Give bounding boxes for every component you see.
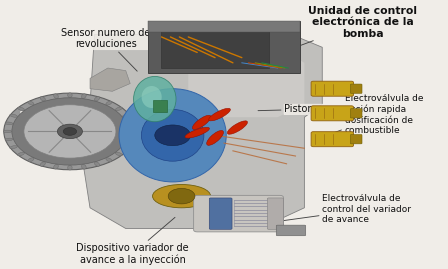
Ellipse shape	[40, 162, 45, 166]
Ellipse shape	[119, 89, 226, 182]
Circle shape	[24, 105, 116, 158]
Ellipse shape	[54, 164, 58, 169]
Circle shape	[12, 98, 128, 165]
Ellipse shape	[5, 138, 13, 141]
Polygon shape	[81, 34, 322, 228]
FancyBboxPatch shape	[267, 198, 284, 229]
Ellipse shape	[82, 94, 86, 98]
Circle shape	[155, 125, 190, 146]
FancyBboxPatch shape	[161, 29, 269, 68]
Text: Electroválvula de
acción rapida
dosificación de
combustible: Electroválvula de acción rapida dosifica…	[329, 94, 423, 135]
Ellipse shape	[122, 146, 130, 149]
Ellipse shape	[185, 127, 209, 138]
Ellipse shape	[142, 86, 162, 108]
Ellipse shape	[142, 109, 204, 161]
Ellipse shape	[4, 130, 11, 133]
Polygon shape	[90, 68, 130, 91]
Ellipse shape	[127, 122, 135, 125]
Ellipse shape	[152, 185, 211, 208]
FancyBboxPatch shape	[350, 84, 362, 93]
Text: Unidad de control
electrónica de la
bomba: Unidad de control electrónica de la bomb…	[298, 6, 417, 46]
Ellipse shape	[116, 107, 122, 111]
Text: Electroválvula de
control del variador
de avance: Electroválvula de control del variador d…	[276, 194, 411, 224]
Ellipse shape	[106, 101, 112, 105]
Text: Pistones: Pistones	[258, 104, 325, 114]
Ellipse shape	[193, 115, 211, 129]
Ellipse shape	[54, 94, 58, 98]
FancyBboxPatch shape	[311, 81, 353, 96]
Ellipse shape	[209, 108, 230, 121]
Ellipse shape	[28, 101, 34, 105]
Ellipse shape	[10, 114, 17, 117]
Ellipse shape	[82, 164, 86, 169]
Circle shape	[168, 188, 195, 204]
Ellipse shape	[5, 122, 13, 125]
Ellipse shape	[207, 130, 224, 145]
Circle shape	[4, 93, 136, 170]
FancyBboxPatch shape	[350, 134, 362, 144]
Ellipse shape	[68, 165, 72, 170]
Ellipse shape	[68, 93, 72, 98]
Ellipse shape	[17, 107, 25, 111]
Circle shape	[57, 124, 82, 139]
Ellipse shape	[17, 152, 25, 156]
FancyBboxPatch shape	[276, 225, 306, 236]
Text: Bomba de
alimentación: Bomba de alimentación	[21, 112, 84, 133]
Ellipse shape	[28, 158, 34, 162]
FancyBboxPatch shape	[148, 22, 300, 32]
FancyBboxPatch shape	[350, 109, 362, 118]
Ellipse shape	[106, 158, 112, 162]
Text: Sensor numero de
revoluciones: Sensor numero de revoluciones	[61, 28, 151, 71]
Ellipse shape	[127, 138, 135, 141]
FancyBboxPatch shape	[311, 132, 353, 147]
FancyBboxPatch shape	[194, 195, 284, 232]
Ellipse shape	[122, 114, 130, 117]
Text: Dispositivo variador de
avance a la inyección: Dispositivo variador de avance a la inye…	[76, 217, 189, 265]
Ellipse shape	[40, 97, 45, 101]
Ellipse shape	[95, 162, 100, 166]
Ellipse shape	[134, 76, 176, 122]
Circle shape	[63, 128, 77, 135]
Ellipse shape	[95, 97, 100, 101]
FancyBboxPatch shape	[311, 106, 353, 121]
Ellipse shape	[10, 146, 17, 149]
Polygon shape	[188, 47, 304, 117]
Ellipse shape	[227, 121, 247, 134]
Ellipse shape	[129, 130, 137, 133]
Ellipse shape	[116, 152, 122, 156]
FancyBboxPatch shape	[209, 198, 232, 229]
FancyBboxPatch shape	[152, 100, 167, 112]
FancyBboxPatch shape	[148, 22, 300, 73]
